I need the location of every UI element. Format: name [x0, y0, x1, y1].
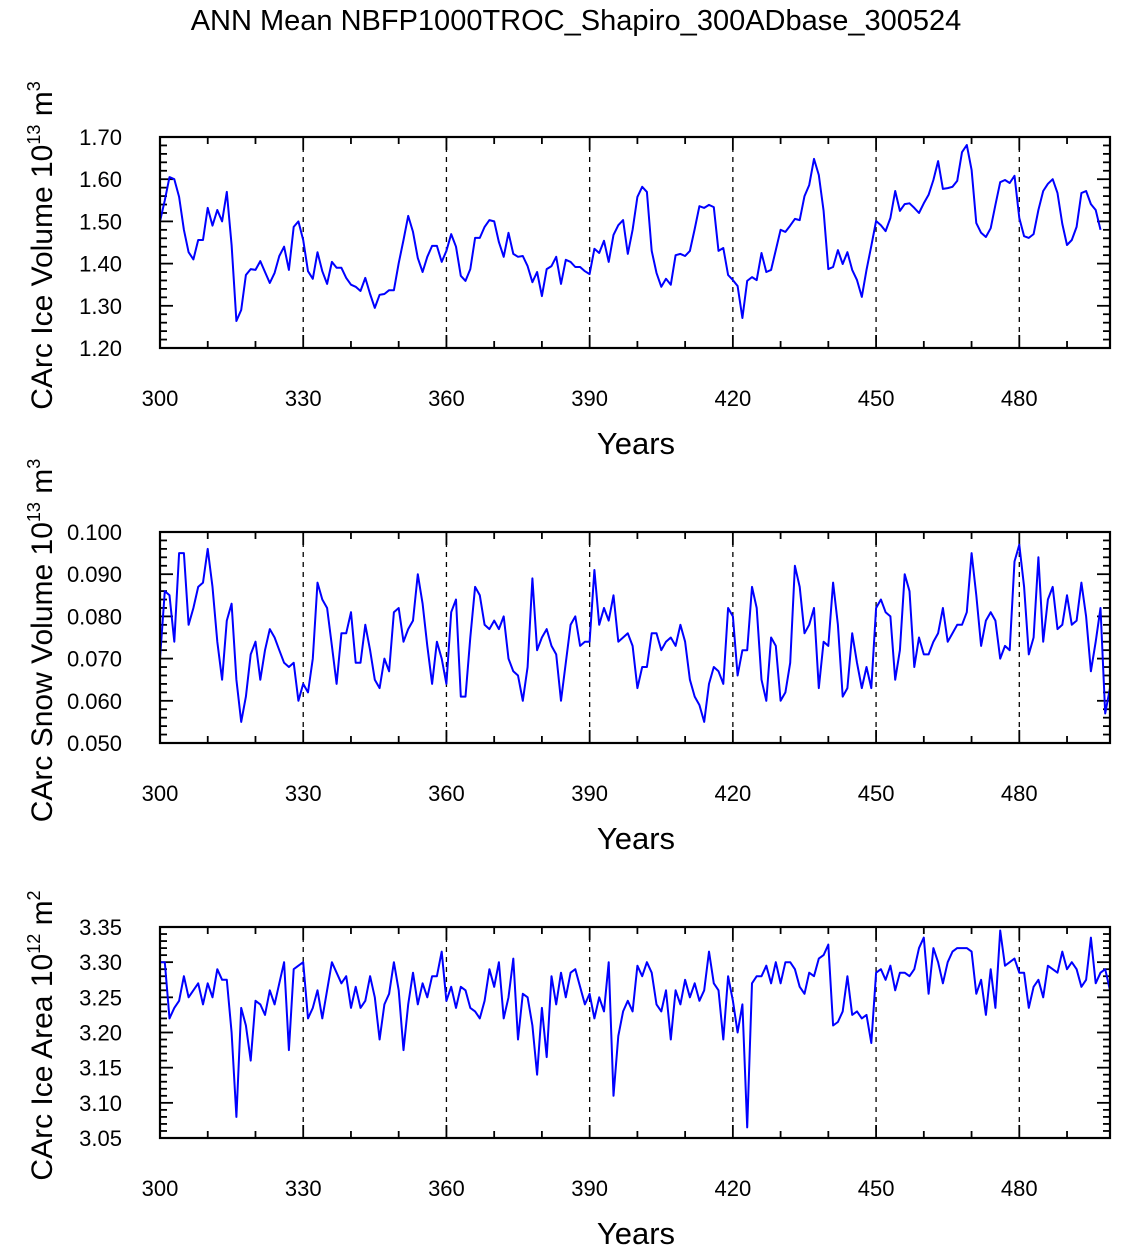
x-axis-label: Years [597, 426, 675, 461]
y-tick-label: 3.05 [79, 1126, 122, 1151]
x-tick-label: 300 [142, 1176, 179, 1201]
x-tick-label: 360 [428, 781, 465, 806]
y-tick-label: 1.30 [79, 294, 122, 319]
y-tick-label: 1.20 [79, 336, 122, 361]
x-tick-label: 390 [571, 781, 608, 806]
y-tick-label: 3.15 [79, 1056, 122, 1081]
x-tick-label: 450 [858, 781, 895, 806]
y-axis-label-unit-exponent: 3 [24, 81, 44, 91]
plot-frame [158, 530, 1112, 745]
series-line [160, 929, 1111, 1129]
x-tick-label: 420 [715, 781, 752, 806]
y-tick-label: 3.30 [79, 950, 122, 975]
y-tick-label: 0.100 [67, 520, 122, 545]
x-axis-label: Years [597, 821, 675, 856]
y-tick-label: 3.35 [79, 915, 122, 940]
x-axis-label: Years [597, 1216, 675, 1250]
x-tick-label: 420 [715, 1176, 752, 1201]
y-tick-label: 1.70 [79, 125, 122, 150]
x-tick-label: 360 [428, 1176, 465, 1201]
y-tick-label: 0.090 [67, 562, 122, 587]
y-axis-label: CArc Ice Area 1012 m2 [24, 890, 59, 1180]
y-tick-label: 1.40 [79, 252, 122, 277]
y-axis-label-exponent: 13 [24, 125, 44, 145]
y-axis-label-unit: m [26, 91, 59, 124]
x-tick-label: 330 [285, 386, 322, 411]
x-tick-label: 480 [1001, 386, 1038, 411]
y-tick-label: 1.60 [79, 167, 122, 192]
series-line [159, 144, 1102, 322]
y-tick-label: 0.050 [67, 731, 122, 756]
y-tick-label: 0.060 [67, 689, 122, 714]
panel-1: 300 330 360 390 420 450 480 1.20 1.30 1.40 1.50 1.6… [24, 81, 1112, 461]
x-tick-label: 330 [285, 1176, 322, 1201]
x-tick-label: 300 [142, 386, 179, 411]
y-tick-label: 0.070 [67, 647, 122, 672]
y-axis-label-unit: m [26, 900, 59, 933]
x-tick-label: 480 [1001, 1176, 1038, 1201]
y-tick-label: 3.10 [79, 1091, 122, 1116]
plot-frame [158, 925, 1112, 1140]
panel-3: 300 330 360 390 420 450 480 3.05 3.10 3.15 3.20 3.2… [24, 890, 1112, 1250]
panel-2: 300 330 360 390 420 450 480 0.050 0.060 0.070 0.08… [24, 459, 1112, 856]
x-tick-label: 480 [1001, 781, 1038, 806]
x-tick-label: 390 [571, 1176, 608, 1201]
x-tick-label: 330 [285, 781, 322, 806]
y-tick-label: 0.080 [67, 604, 122, 629]
plot-frame [158, 135, 1112, 350]
y-axis-label-unit: m [26, 469, 59, 502]
y-tick-label: 3.25 [79, 985, 122, 1010]
y-axis-label: CArc Snow Volume 1013 m3 [24, 459, 59, 823]
y-tick-label: 1.50 [79, 209, 122, 234]
y-axis-label-unit-exponent: 2 [24, 890, 44, 900]
x-tick-label: 390 [571, 386, 608, 411]
y-axis-label-text: CArc Snow Volume 10 [26, 522, 59, 822]
y-axis-label: CArc Ice Volume 1013 m3 [24, 81, 59, 410]
y-axis-label-text: CArc Ice Area 10 [26, 954, 59, 1181]
y-axis-label-exponent: 13 [24, 502, 44, 522]
y-axis-label-text: CArc Ice Volume 10 [26, 145, 59, 410]
chart-title: ANN Mean NBFP1000TROC_Shapiro_300ADbase_… [191, 5, 962, 37]
x-tick-label: 420 [715, 386, 752, 411]
series-line [159, 543, 1111, 723]
x-tick-label: 300 [142, 781, 179, 806]
x-tick-label: 450 [858, 1176, 895, 1201]
x-tick-label: 450 [858, 386, 895, 411]
y-axis-label-exponent: 12 [24, 934, 44, 954]
y-axis-label-unit-exponent: 3 [24, 459, 44, 469]
x-tick-label: 360 [428, 386, 465, 411]
y-tick-label: 3.20 [79, 1021, 122, 1046]
